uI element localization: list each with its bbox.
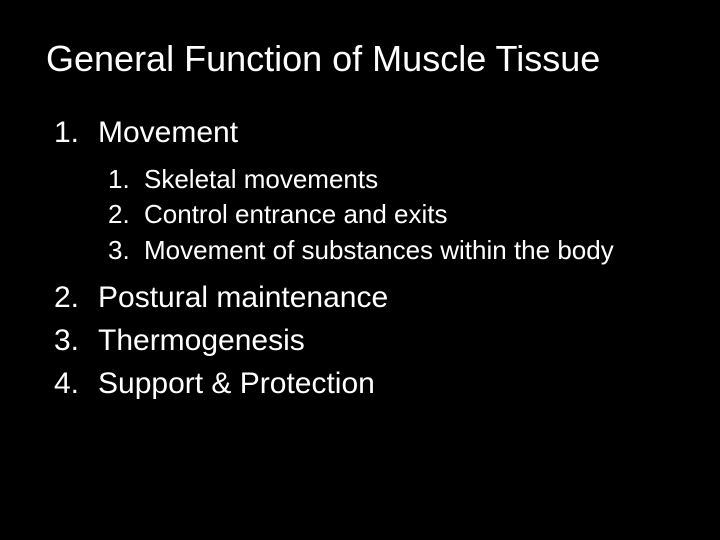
slide-title: General Function of Muscle Tissue [46, 38, 674, 79]
list-subitem: 3.Movement of substances within the body [108, 233, 674, 268]
list-item: 4.Support & Protection [54, 364, 674, 403]
subitem-number: 1. [108, 162, 144, 197]
item-text: Support & Protection [98, 367, 375, 400]
item-text: Thermogenesis [98, 324, 305, 357]
item-text: Movement [98, 116, 238, 149]
list-item: 2.Postural maintenance [54, 278, 674, 317]
subitem-text: Skeletal movements [144, 164, 378, 194]
subitem-number: 3. [108, 233, 144, 268]
subitem-text: Movement of substances within the body [144, 235, 614, 265]
list-subitem: 2.Control entrance and exits [108, 197, 674, 232]
item-text: Postural maintenance [98, 281, 388, 314]
list-item: 3.Thermogenesis [54, 321, 674, 360]
item-number: 2. [54, 278, 98, 317]
slide: General Function of Muscle Tissue 1.Move… [0, 0, 720, 540]
list-subitem: 1.Skeletal movements [108, 162, 674, 197]
sublist: 1.Skeletal movements 2.Control entrance … [108, 162, 674, 267]
item-number: 3. [54, 321, 98, 360]
item-number: 1. [54, 113, 98, 152]
subitem-number: 2. [108, 197, 144, 232]
item-number: 4. [54, 364, 98, 403]
list-item: 1.Movement [54, 113, 674, 152]
subitem-text: Control entrance and exits [144, 199, 448, 229]
